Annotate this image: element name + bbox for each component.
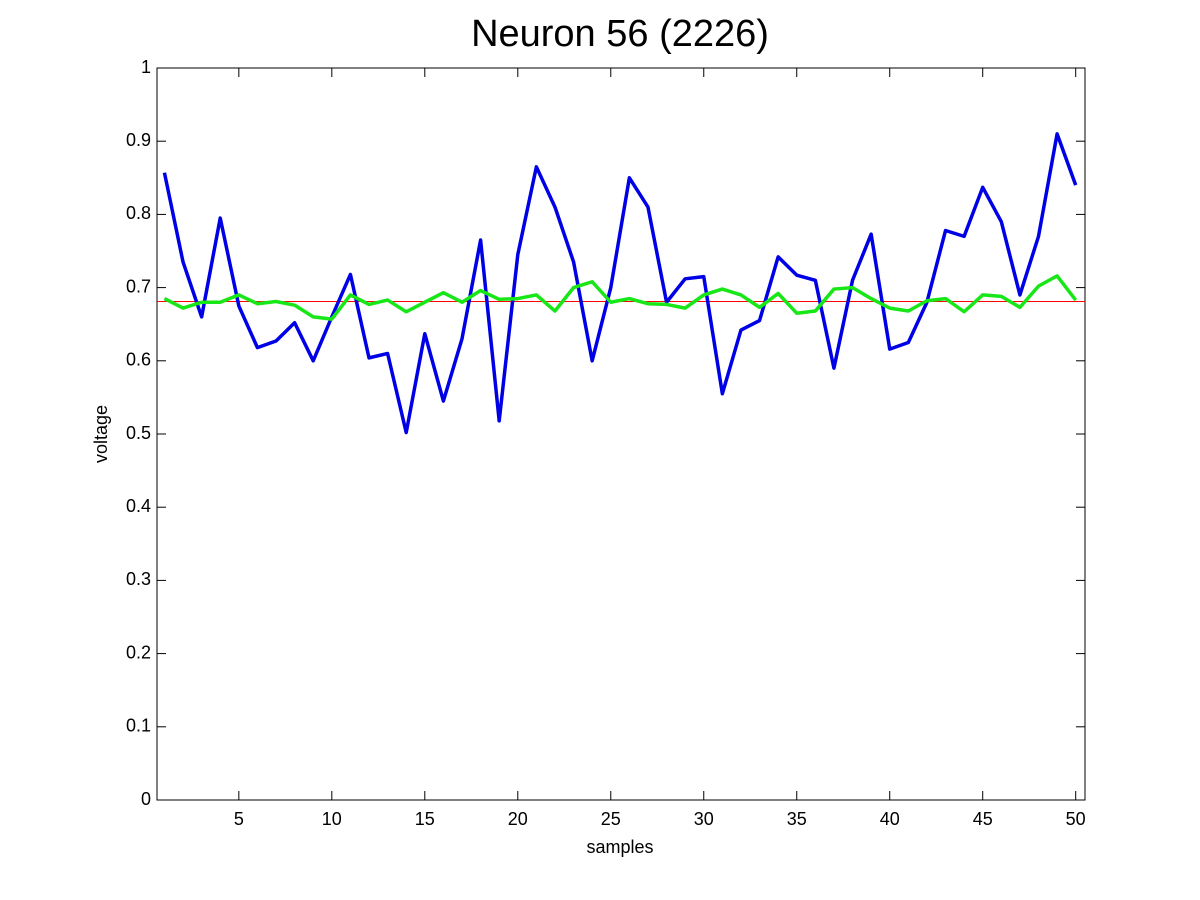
y-tick-label: 0 <box>141 789 151 809</box>
x-tick-label: 20 <box>508 809 528 829</box>
x-tick-label: 35 <box>787 809 807 829</box>
y-tick-label: 0.3 <box>126 569 151 589</box>
y-tick-label: 0.4 <box>126 496 151 516</box>
x-tick-label: 15 <box>415 809 435 829</box>
y-tick-label: 0.9 <box>126 130 151 150</box>
chart-title: Neuron 56 (2226) <box>471 13 769 55</box>
x-tick-label: 45 <box>973 809 993 829</box>
data-line <box>162 132 1078 435</box>
x-tick-label: 50 <box>1066 809 1086 829</box>
y-tick-label: 0.2 <box>126 642 151 662</box>
x-tick-label: 5 <box>234 809 244 829</box>
y-tick-label: 0.7 <box>126 276 151 296</box>
data-line <box>163 274 1078 321</box>
y-tick-label: 0.5 <box>126 423 151 443</box>
x-tick-label: 30 <box>694 809 714 829</box>
x-tick-label: 10 <box>322 809 342 829</box>
y-tick-label: 0.1 <box>126 716 151 736</box>
x-tick-label: 40 <box>880 809 900 829</box>
y-tick-label: 0.6 <box>126 350 151 370</box>
x-tick-label: 25 <box>601 809 621 829</box>
x-axis-label: samples <box>586 837 653 857</box>
y-tick-label: 1 <box>141 57 151 77</box>
y-tick-label: 0.8 <box>126 203 151 223</box>
y-axis-label: voltage <box>91 405 111 463</box>
